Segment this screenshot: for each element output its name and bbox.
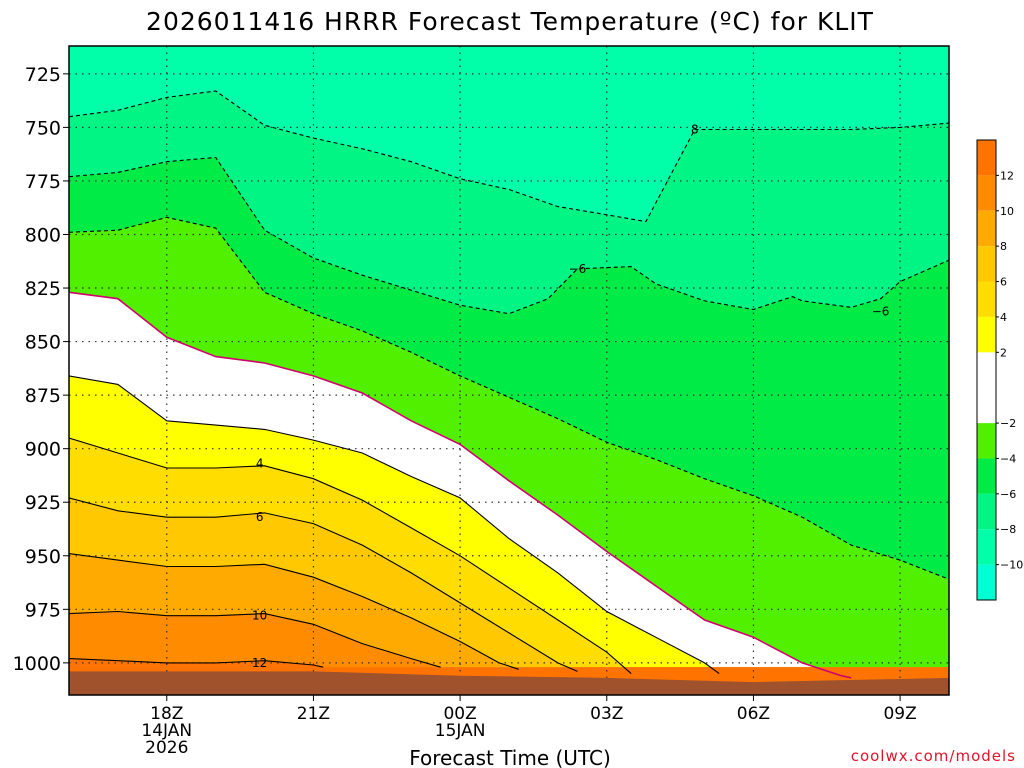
x-axis-label: Forecast Time (UTC)	[409, 746, 611, 768]
plot-frame	[68, 45, 950, 696]
isotherm-line-0	[69, 291, 852, 679]
isotherm-label-4: 4	[256, 457, 264, 471]
y-tick-label-1000: 1000	[13, 653, 61, 675]
colorbar-band--8	[977, 493, 996, 530]
chart-title: 2026011416 HRRR Forecast Temperature (ºC…	[146, 7, 874, 36]
colorbar-band--2	[977, 352, 996, 424]
colorbar-label-10: 10	[1000, 205, 1014, 218]
colorbar-band-8	[977, 210, 996, 247]
filled-contours	[69, 46, 949, 695]
isotherm-line-4	[69, 437, 632, 675]
colorbar-band-10	[977, 175, 996, 211]
colorbar-label-2: 2	[1000, 346, 1007, 359]
colorbar-band--10	[977, 529, 996, 565]
colorbar-label-12: 12	[1000, 169, 1014, 182]
isotherm-line-10	[69, 610, 441, 668]
isotherm-label--6: −6	[872, 305, 890, 319]
colorbar-label--6: −6	[1000, 488, 1016, 501]
isotherm-labels: 8 −6 −6 4 6 10 12	[252, 123, 889, 670]
y-tick-label-925: 925	[25, 492, 61, 514]
isotherm-label-12: 12	[252, 656, 267, 670]
colorbar-label--10: −10	[1000, 559, 1023, 572]
x-tick-label-18Z-2: 2026	[145, 738, 188, 758]
isotherm-line-8	[69, 553, 519, 670]
y-axis: 725 750 775 800 825 850 875 900 925 950 975 1000	[13, 64, 69, 675]
isotherm-line-6	[69, 497, 578, 672]
colorbar-band-12	[977, 140, 996, 176]
credit-text: coolwx.com/models	[851, 747, 1016, 765]
isotherm-label--6: −6	[569, 262, 587, 276]
isotherm-line--8	[69, 90, 949, 223]
colorbar-band--12	[977, 564, 996, 600]
isotherm-label--8: 8	[691, 123, 699, 137]
y-tick-label-775: 775	[25, 171, 61, 193]
colorbar-band-6	[977, 246, 996, 282]
ground-surface	[69, 671, 949, 695]
x-tick-label-18Z-1: 14JAN	[141, 721, 192, 741]
grid	[69, 46, 949, 695]
colorbar-label--8: −8	[1000, 523, 1016, 536]
colorbar-label-4: 4	[1000, 311, 1007, 324]
y-tick-label-725: 725	[25, 64, 61, 86]
colorbar-label--2: −2	[1000, 417, 1016, 430]
colorbar-band--4	[977, 423, 996, 459]
isotherm-line--4	[69, 216, 949, 580]
colorbar-label--4: −4	[1000, 452, 1016, 465]
isotherm-line-12	[69, 658, 324, 668]
colorbar-band-2	[977, 316, 996, 353]
y-tick-label-750: 750	[25, 117, 61, 139]
colorbar-band-4	[977, 281, 996, 317]
y-tick-label-875: 875	[25, 385, 61, 407]
colorbar-frame	[976, 139, 997, 601]
colorbar-label-8: 8	[1000, 240, 1007, 253]
colorbar: 12 10 8 6 4 2 −2 −4 −6 −8 −10	[976, 139, 1023, 601]
isotherm-label-6: 6	[256, 510, 264, 524]
y-tick-label-825: 825	[25, 278, 61, 300]
x-tick-label-21Z-0: 21Z	[297, 704, 330, 724]
x-tick-label-09Z-0: 09Z	[883, 704, 916, 724]
isotherm-line-2	[69, 375, 720, 675]
colorbar-band--6	[977, 458, 996, 494]
x-tick-label-06Z-0: 06Z	[737, 704, 770, 724]
ground-fill	[69, 671, 949, 695]
x-tick-label-00Z-0: 00Z	[443, 704, 476, 724]
x-tick-label-00Z-1: 15JAN	[435, 721, 486, 741]
isotherm-lines	[69, 90, 949, 679]
y-tick-label-900: 900	[25, 439, 61, 461]
colorbar-label-6: 6	[1000, 276, 1007, 289]
y-tick-label-975: 975	[25, 599, 61, 621]
y-tick-label-950: 950	[25, 546, 61, 568]
isotherm-line--6	[69, 156, 949, 315]
y-tick-label-800: 800	[25, 224, 61, 246]
x-tick-label-03Z-0: 03Z	[590, 704, 623, 724]
x-tick-label-18Z-0: 18Z	[150, 704, 183, 724]
isotherm-label-10: 10	[252, 609, 267, 623]
y-tick-label-850: 850	[25, 332, 61, 354]
